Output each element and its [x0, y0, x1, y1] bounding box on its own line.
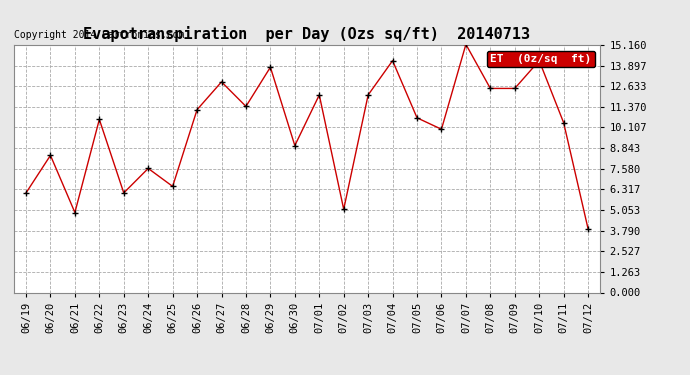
Title: Evapotranspiration  per Day (Ozs sq/ft)  20140713: Evapotranspiration per Day (Ozs sq/ft) 2… — [83, 27, 531, 42]
Legend: ET  (0z/sq  ft): ET (0z/sq ft) — [487, 51, 595, 67]
Text: Copyright 2014 Cartronics.com: Copyright 2014 Cartronics.com — [14, 30, 184, 40]
